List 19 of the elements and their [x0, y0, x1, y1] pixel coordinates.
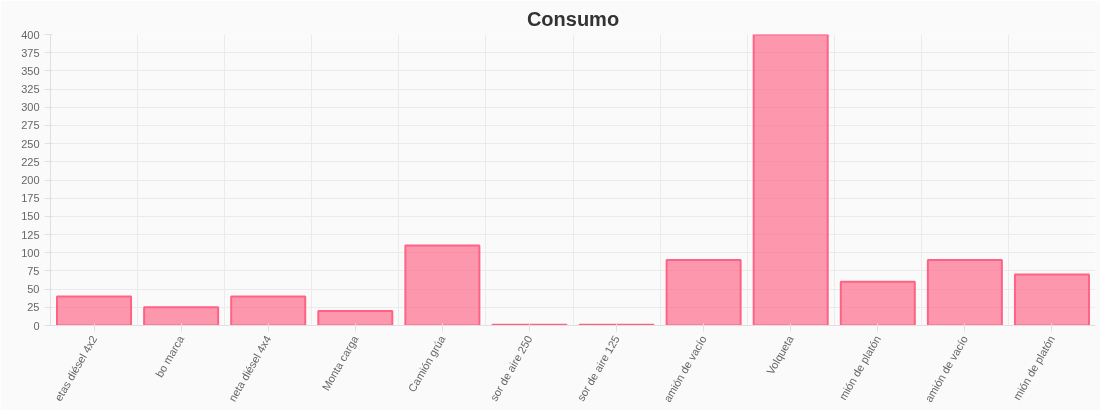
y-tick-label: 300: [21, 101, 40, 114]
y-tick-label: 175: [21, 192, 40, 205]
y-tick-label: 50: [27, 283, 40, 296]
y-tick-label: 25: [27, 301, 40, 314]
y-tick-label: 250: [21, 137, 40, 150]
y-tick-label: 275: [21, 119, 40, 132]
y-tick-label: 75: [27, 264, 40, 277]
x-tick-label: sor de aire 250: [487, 333, 535, 404]
y-tick-label: 125: [21, 228, 40, 241]
y-tick-label: 325: [21, 83, 40, 96]
y-tick-label: 375: [21, 46, 40, 59]
y-tick-label: 200: [21, 174, 40, 186]
chart-title: Consumo: [526, 7, 620, 30]
y-tick-label: 350: [21, 64, 40, 77]
y-tick-label: 400: [21, 28, 40, 41]
y-tick-label: 100: [21, 246, 40, 259]
y-tick-label: 150: [21, 210, 40, 223]
y-tick-label: 0: [33, 319, 40, 332]
y-tick-label: 225: [21, 155, 40, 168]
